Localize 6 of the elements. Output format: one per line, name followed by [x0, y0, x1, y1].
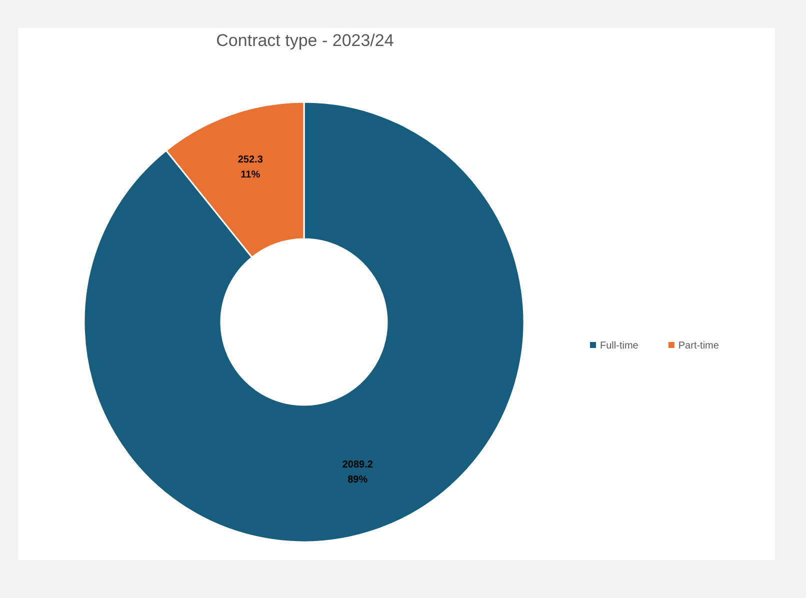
legend-label: Full-time: [600, 340, 639, 352]
chart-title: Contract type - 2023/24: [216, 31, 394, 50]
donut-slice: [83, 101, 525, 543]
data-label: 2089.2 89%: [342, 459, 374, 486]
legend-label: Part-time: [678, 340, 720, 352]
data-label: 252.3 11%: [238, 154, 264, 181]
